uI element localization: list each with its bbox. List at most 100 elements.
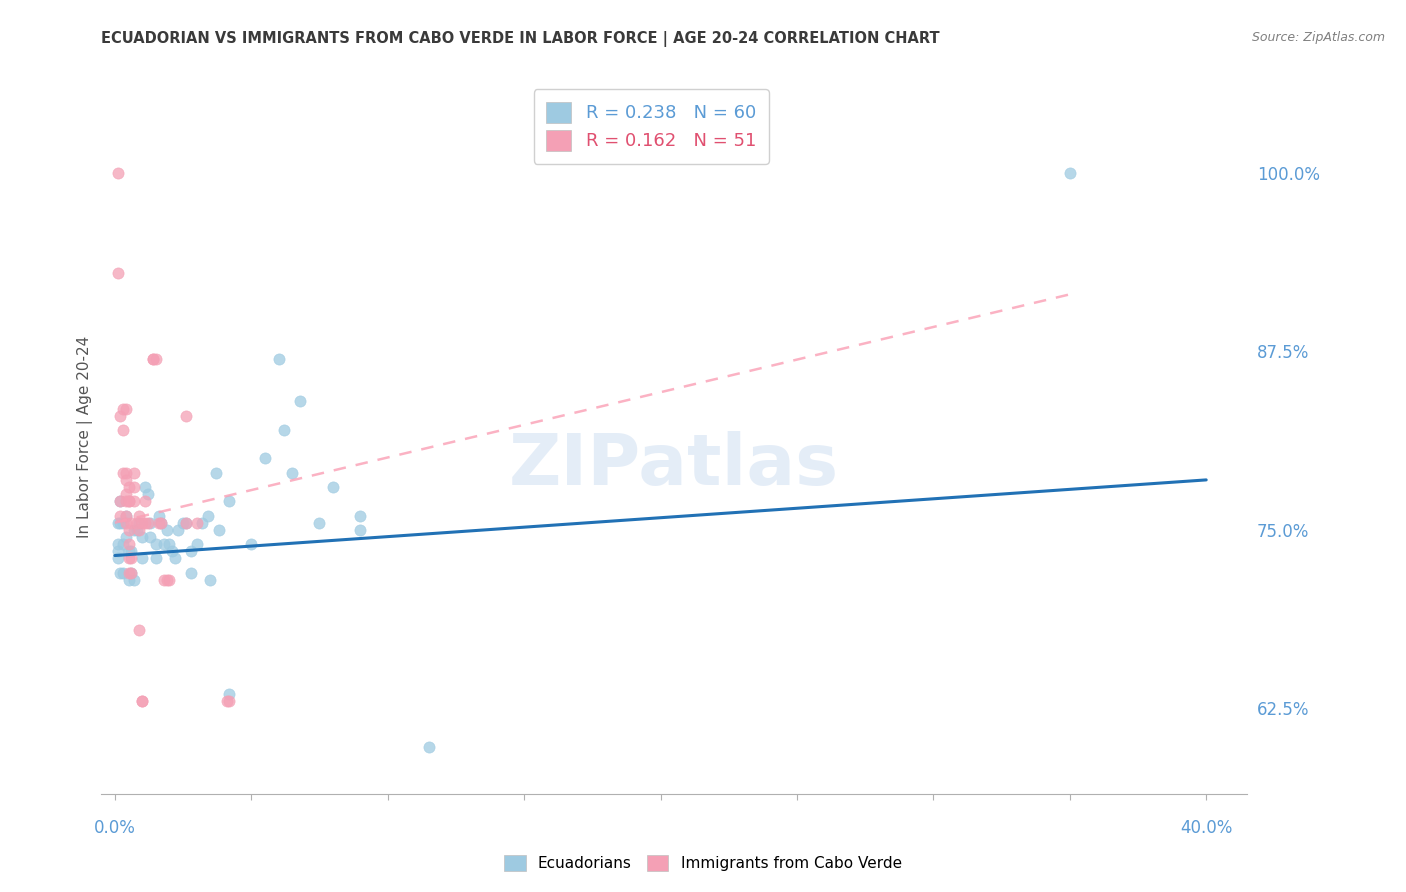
Point bbox=[215, 694, 238, 708]
Point bbox=[253, 451, 276, 466]
Point bbox=[117, 494, 139, 508]
Point bbox=[273, 423, 295, 437]
Point bbox=[122, 466, 145, 480]
Point bbox=[180, 544, 202, 558]
Text: ZIPatlas: ZIPatlas bbox=[509, 431, 839, 500]
Point bbox=[134, 494, 156, 508]
Point bbox=[197, 508, 219, 523]
Point bbox=[349, 508, 371, 523]
Text: 0.0%: 0.0% bbox=[94, 819, 136, 837]
Point bbox=[110, 494, 132, 508]
Point bbox=[110, 409, 132, 423]
Point bbox=[122, 573, 145, 587]
Point bbox=[117, 494, 139, 508]
Point bbox=[139, 530, 162, 544]
Point bbox=[117, 523, 139, 537]
Point bbox=[191, 516, 214, 530]
Point bbox=[112, 537, 135, 551]
Point bbox=[107, 266, 129, 280]
Point bbox=[110, 566, 132, 580]
Point bbox=[112, 516, 135, 530]
Point bbox=[218, 694, 240, 708]
Point bbox=[120, 566, 142, 580]
Point bbox=[308, 516, 330, 530]
Point bbox=[107, 516, 129, 530]
Point bbox=[128, 523, 150, 537]
Point bbox=[267, 351, 290, 366]
Point bbox=[114, 508, 136, 523]
Point bbox=[122, 494, 145, 508]
Point bbox=[153, 537, 176, 551]
Point bbox=[172, 516, 194, 530]
Point bbox=[145, 537, 167, 551]
Point bbox=[114, 473, 136, 487]
Point bbox=[156, 523, 179, 537]
Point bbox=[418, 739, 440, 754]
Point bbox=[281, 466, 304, 480]
Point bbox=[1059, 166, 1081, 180]
Point bbox=[153, 573, 176, 587]
Point bbox=[110, 494, 132, 508]
Point bbox=[107, 551, 129, 566]
Point bbox=[107, 537, 129, 551]
Point bbox=[290, 394, 312, 409]
Point bbox=[166, 523, 188, 537]
Point bbox=[114, 508, 136, 523]
Point bbox=[117, 544, 139, 558]
Point bbox=[134, 480, 156, 494]
Point bbox=[117, 566, 139, 580]
Point bbox=[117, 537, 139, 551]
Point bbox=[122, 480, 145, 494]
Point bbox=[125, 523, 148, 537]
Point bbox=[186, 537, 208, 551]
Point bbox=[134, 516, 156, 530]
Point bbox=[322, 480, 344, 494]
Point bbox=[120, 566, 142, 580]
Point bbox=[145, 351, 167, 366]
Point bbox=[117, 480, 139, 494]
Point bbox=[120, 516, 142, 530]
Point bbox=[156, 573, 179, 587]
Point bbox=[114, 530, 136, 544]
Point bbox=[207, 523, 229, 537]
Point bbox=[218, 687, 240, 701]
Point bbox=[107, 166, 129, 180]
Point bbox=[110, 508, 132, 523]
Point bbox=[131, 694, 153, 708]
Point bbox=[131, 694, 153, 708]
Point bbox=[142, 351, 165, 366]
Point bbox=[142, 351, 165, 366]
Point bbox=[114, 494, 136, 508]
Point bbox=[186, 516, 208, 530]
Point bbox=[139, 516, 162, 530]
Point bbox=[240, 537, 263, 551]
Point bbox=[200, 573, 222, 587]
Point bbox=[120, 544, 142, 558]
Point bbox=[174, 516, 197, 530]
Point bbox=[160, 544, 183, 558]
Legend: R = 0.238   N = 60, R = 0.162   N = 51: R = 0.238 N = 60, R = 0.162 N = 51 bbox=[533, 89, 769, 163]
Point bbox=[114, 401, 136, 416]
Point bbox=[122, 523, 145, 537]
Point bbox=[136, 516, 159, 530]
Point bbox=[159, 537, 181, 551]
Point bbox=[159, 573, 181, 587]
Point bbox=[218, 494, 240, 508]
Point bbox=[112, 566, 135, 580]
Point bbox=[131, 551, 153, 566]
Point bbox=[150, 516, 173, 530]
Point bbox=[180, 566, 202, 580]
Point bbox=[117, 573, 139, 587]
Point bbox=[117, 551, 139, 566]
Point bbox=[205, 466, 228, 480]
Point bbox=[107, 544, 129, 558]
Point bbox=[110, 516, 132, 530]
Point bbox=[112, 466, 135, 480]
Point bbox=[131, 530, 153, 544]
Point bbox=[112, 423, 135, 437]
Y-axis label: In Labor Force | Age 20-24: In Labor Force | Age 20-24 bbox=[77, 336, 93, 538]
Point bbox=[174, 516, 197, 530]
Text: 40.0%: 40.0% bbox=[1180, 819, 1233, 837]
Point bbox=[128, 508, 150, 523]
Text: ECUADORIAN VS IMMIGRANTS FROM CABO VERDE IN LABOR FORCE | AGE 20-24 CORRELATION : ECUADORIAN VS IMMIGRANTS FROM CABO VERDE… bbox=[101, 31, 939, 47]
